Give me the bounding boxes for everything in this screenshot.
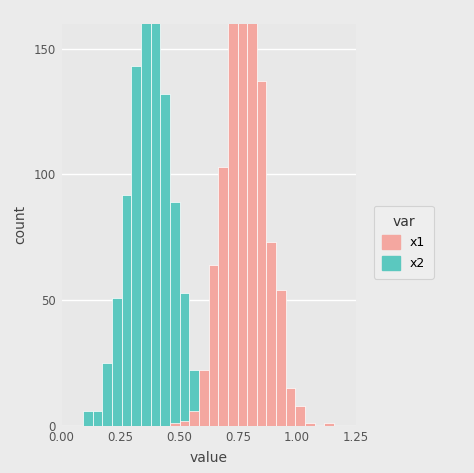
Bar [247, 0, 257, 426]
Bar [93, 411, 102, 426]
Bar [141, 0, 151, 426]
Bar [209, 420, 218, 426]
Bar [228, 11, 237, 426]
Bar [237, 0, 247, 426]
Bar [151, 0, 160, 426]
Bar [189, 411, 199, 426]
Bar [199, 370, 209, 426]
Bar [189, 370, 199, 426]
Bar [83, 411, 93, 426]
Bar [160, 94, 170, 426]
Legend: x1, x2: x1, x2 [374, 206, 434, 279]
Bar [131, 66, 141, 426]
Bar [276, 290, 286, 426]
Bar [180, 420, 189, 426]
Bar [122, 194, 131, 426]
Bar [266, 242, 276, 426]
Bar [209, 265, 218, 426]
Bar [324, 423, 334, 426]
Bar [305, 423, 315, 426]
Y-axis label: count: count [13, 205, 27, 244]
Bar [286, 388, 295, 426]
Bar [112, 298, 122, 426]
Bar [218, 167, 228, 426]
Bar [257, 81, 266, 426]
Bar [170, 202, 180, 426]
X-axis label: value: value [190, 451, 228, 465]
Bar [170, 423, 180, 426]
Bar [199, 405, 209, 426]
Bar [102, 363, 112, 426]
Bar [295, 405, 305, 426]
Bar [180, 292, 189, 426]
